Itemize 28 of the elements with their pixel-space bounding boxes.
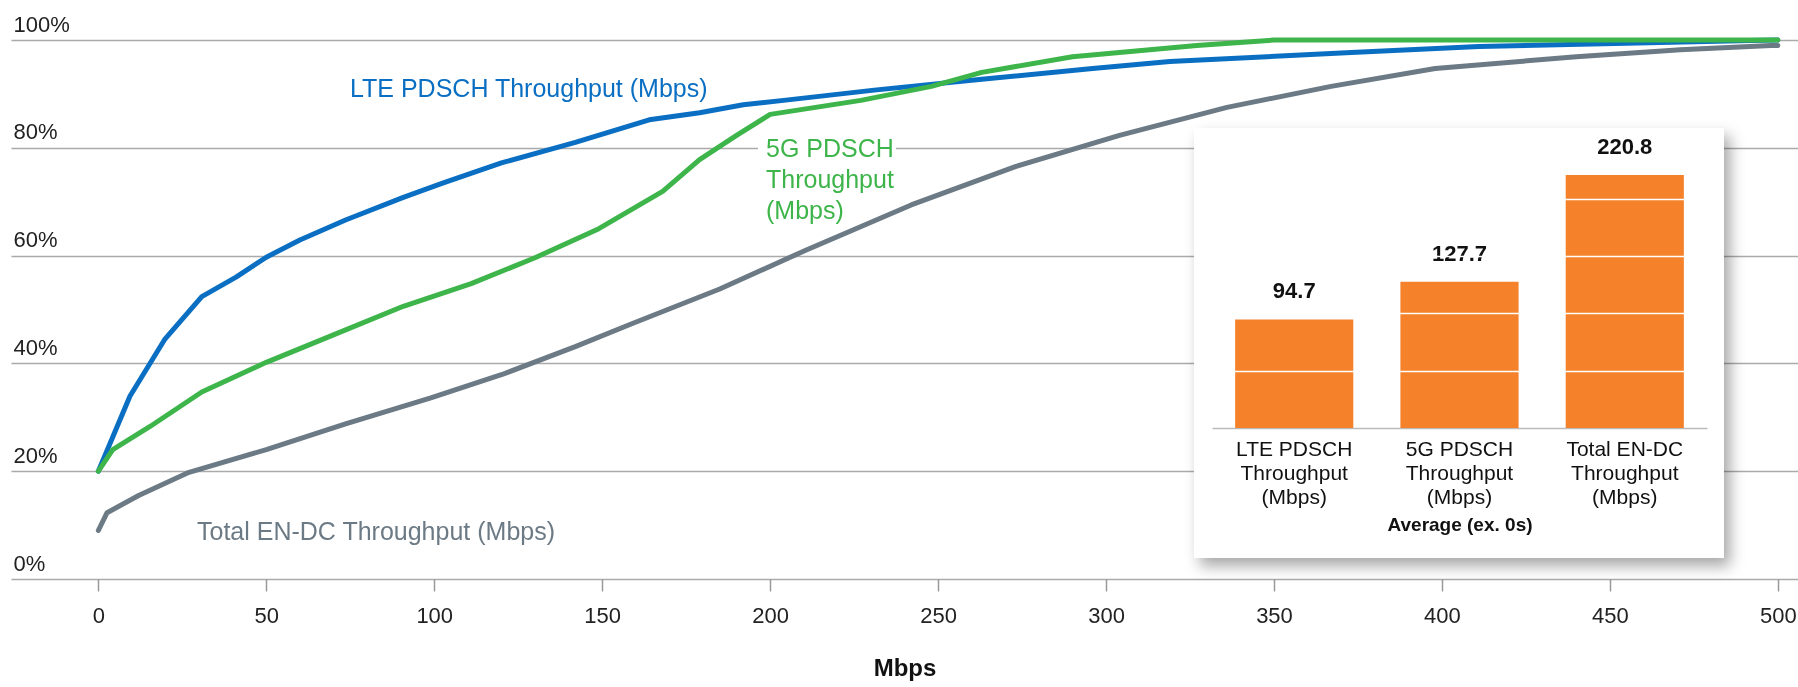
x-tick-label: 400 <box>1424 602 1461 628</box>
x-tick-label: 450 <box>1592 602 1629 628</box>
data-label: 94.7 <box>1272 278 1316 304</box>
x-tick-label: LTE PDSCH Throughput (Mbps) <box>1236 436 1353 508</box>
x-tick-label: 500 <box>1759 602 1797 628</box>
x-tick-label: 0 <box>92 602 105 628</box>
series-label: LTE PDSCH Throughput (Mbps) <box>350 74 708 102</box>
y-tick-label: 0% <box>13 550 46 576</box>
x-tick-label: 5G PDSCH Throughput (Mbps) <box>1405 436 1514 508</box>
x-tick-label: 300 <box>1088 602 1125 628</box>
y-tick-label: 60% <box>13 227 58 253</box>
series-label: 5G PDSCH Throughput (Mbps) <box>766 134 894 224</box>
y-tick-label: 40% <box>13 334 58 360</box>
series-label: Total EN-DC Throughput (Mbps) <box>197 517 556 545</box>
x-tick-label: Total EN-DC Throughput (Mbps) <box>1566 436 1684 508</box>
x-axis-title: Average (ex. 0s) <box>1387 513 1533 535</box>
x-axis-title: Mbps <box>873 653 937 681</box>
x-tick-label: 200 <box>752 602 789 628</box>
data-label: 127.7 <box>1431 240 1488 266</box>
x-tick-label: 100 <box>416 602 454 628</box>
x-tick-label: 150 <box>584 602 622 628</box>
x-tick-label: 250 <box>920 602 957 628</box>
y-tick-label: 80% <box>13 119 58 145</box>
x-tick-label: 50 <box>254 602 280 628</box>
y-tick-label: 100% <box>13 11 70 37</box>
x-tick-label: 350 <box>1256 602 1293 628</box>
data-label: 220.8 <box>1597 134 1653 159</box>
y-tick-label: 20% <box>13 442 58 468</box>
